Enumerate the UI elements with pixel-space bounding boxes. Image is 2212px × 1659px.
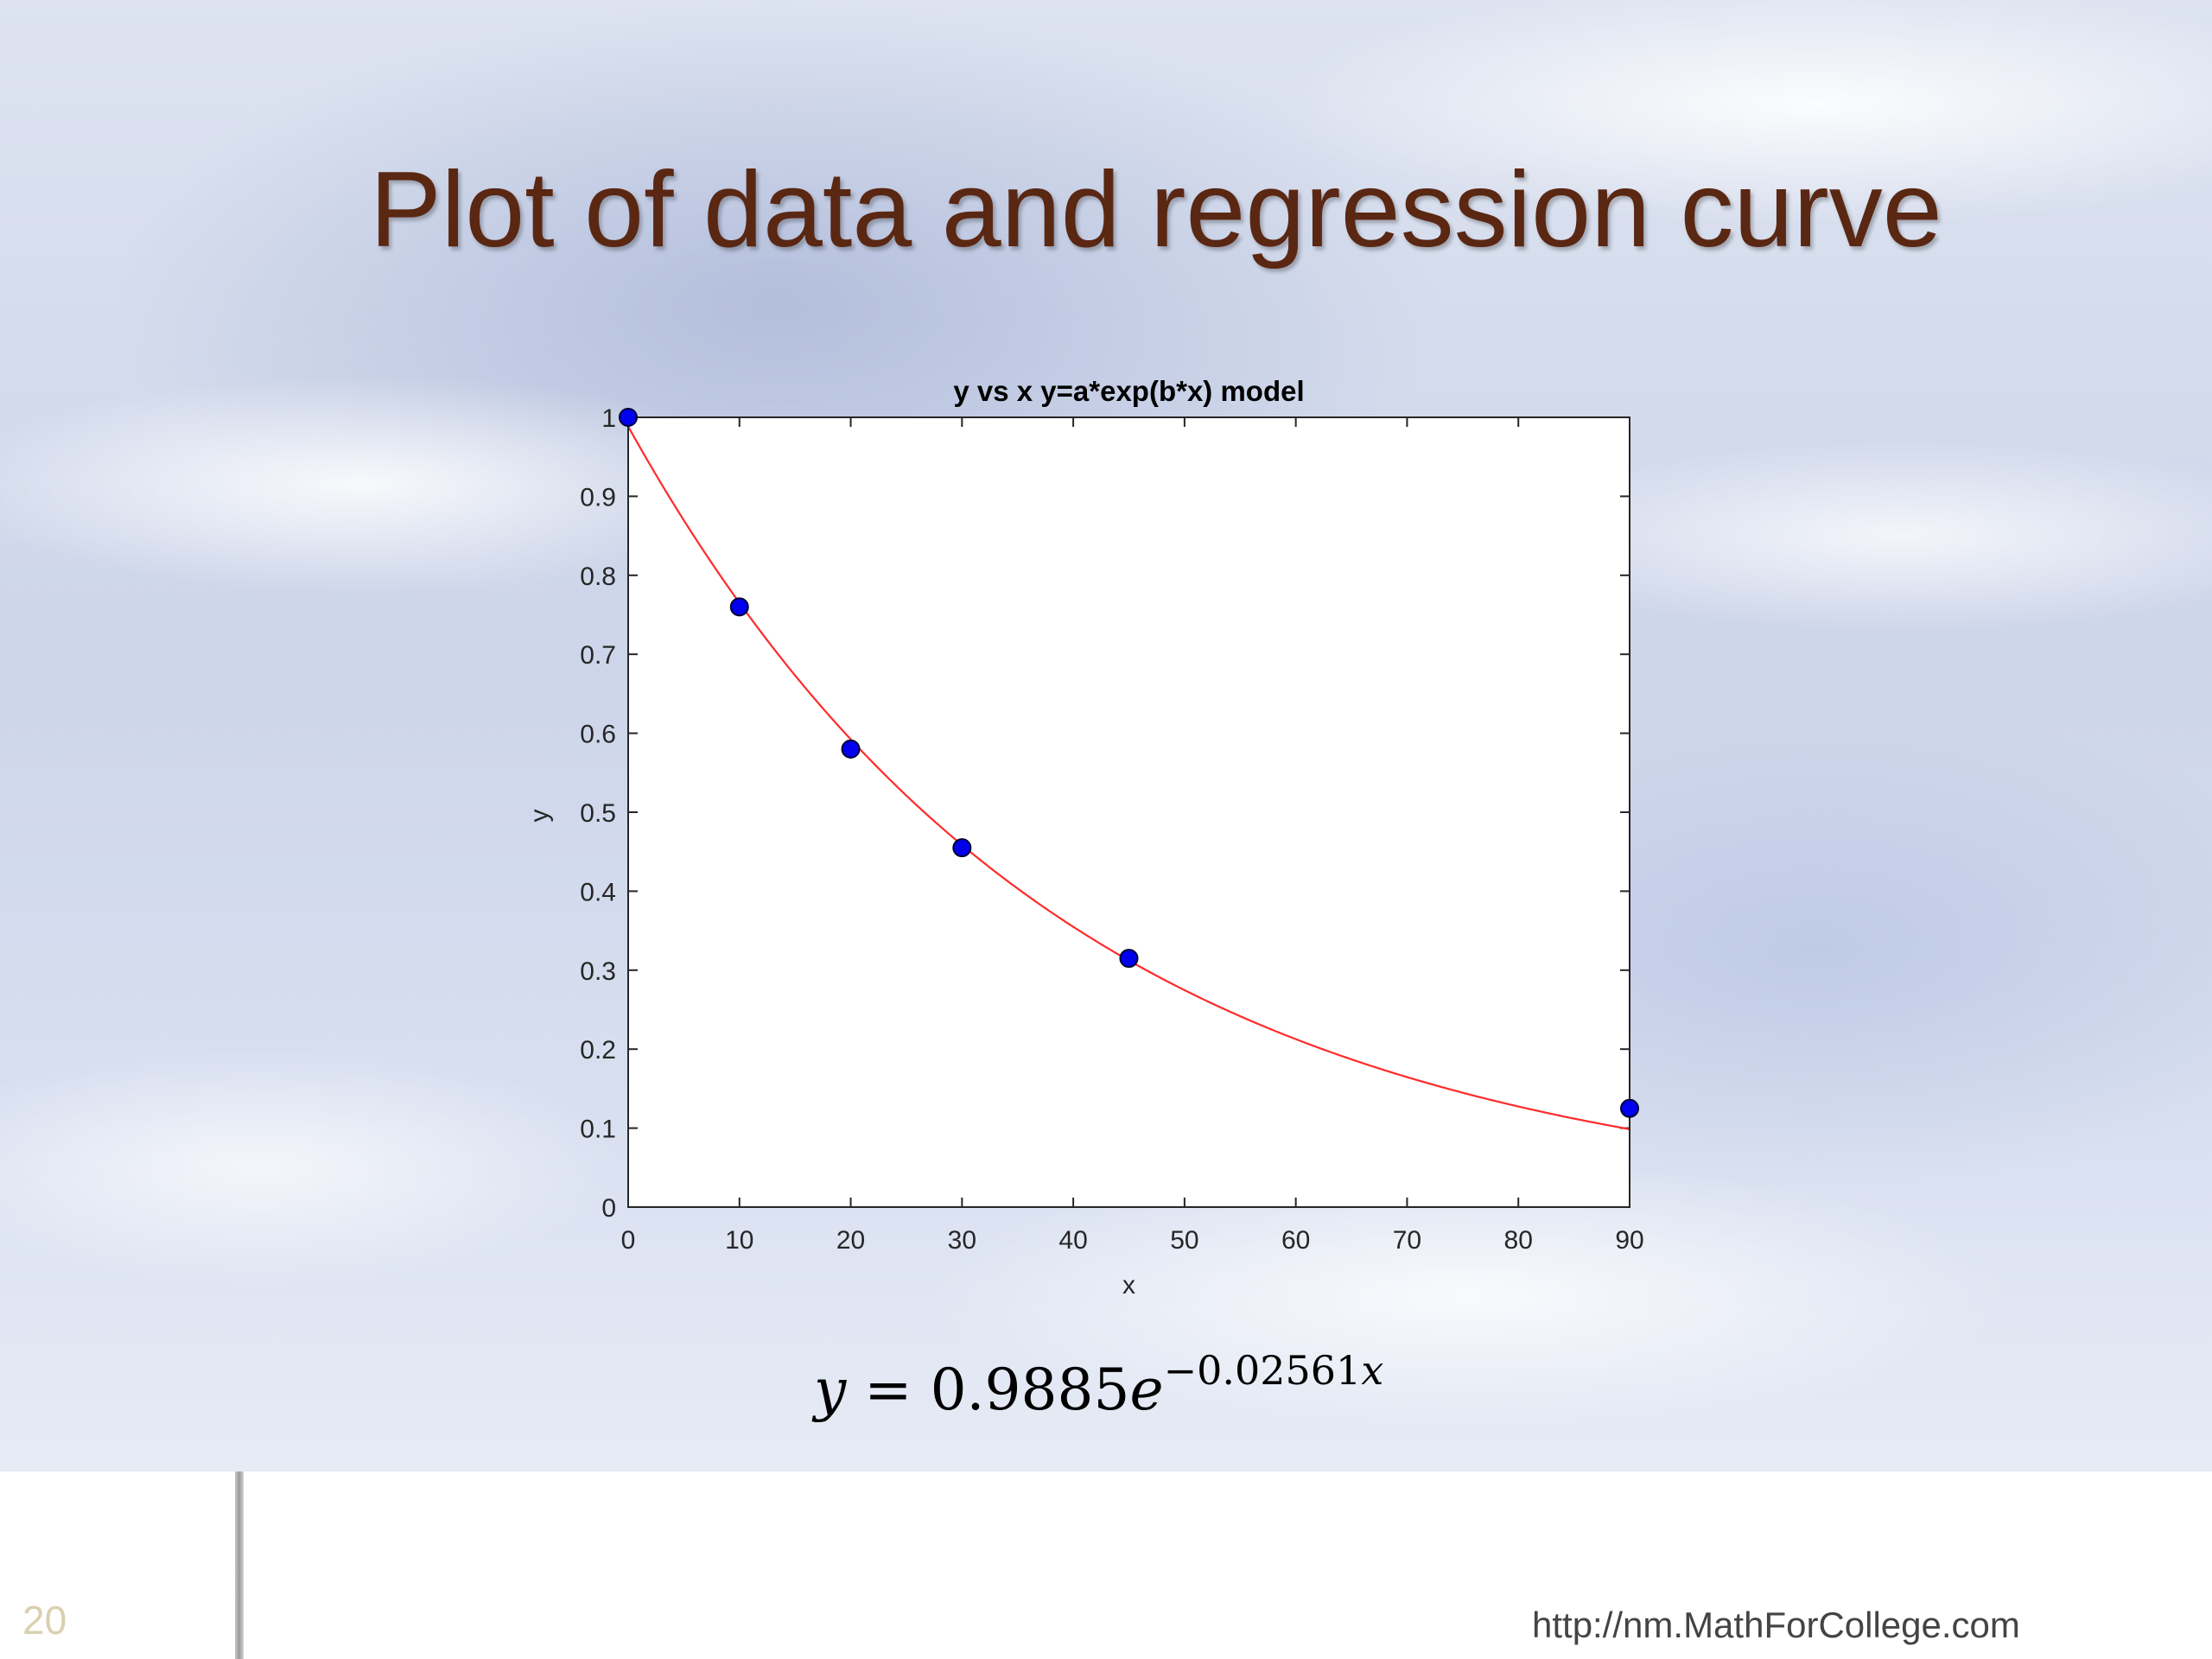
y-tick-label: 0.6 bbox=[580, 721, 616, 749]
plot-area bbox=[628, 417, 1630, 1207]
data-point bbox=[1119, 949, 1139, 969]
x-tick-label: 70 bbox=[1393, 1226, 1421, 1255]
y-tick-label: 1 bbox=[601, 404, 616, 433]
x-axis-label: x bbox=[1122, 1271, 1135, 1300]
y-tick-label: 0.8 bbox=[580, 563, 616, 591]
tick-layer: 0 10 20 30 40 50 60 70 80 90 0 0.1 0.2 0.3 0.4 0.5 0.6 0.… bbox=[580, 404, 1643, 1255]
x-tick-label: 0 bbox=[621, 1226, 636, 1255]
slide-title: Plot of data and regression curve bbox=[370, 150, 1942, 270]
equation-coefficient: 0.9885 bbox=[930, 1357, 1130, 1423]
footer-area bbox=[0, 1471, 2212, 1659]
footer-divider bbox=[235, 1471, 244, 1659]
regression-equation: y = 0.9885e−0.02561x bbox=[814, 1347, 1383, 1423]
y-tick-label: 0.7 bbox=[580, 641, 616, 670]
data-points bbox=[619, 408, 1639, 1118]
slide-number: 20 bbox=[22, 1598, 67, 1643]
equation-exponent-var: x bbox=[1361, 1347, 1384, 1394]
y-tick-label: 0.2 bbox=[580, 1036, 616, 1065]
data-point bbox=[841, 739, 861, 759]
y-tick-label: 0 bbox=[601, 1194, 616, 1223]
x-tick-label: 50 bbox=[1170, 1226, 1198, 1255]
equation-equals: = bbox=[846, 1357, 931, 1423]
chart-title: y vs x y=a*exp(b*x) model bbox=[953, 375, 1304, 407]
y-axis-label: y bbox=[525, 810, 554, 823]
data-point bbox=[952, 838, 972, 858]
y-tick-label: 0.5 bbox=[580, 799, 616, 828]
x-tick-label: 30 bbox=[948, 1226, 976, 1255]
x-tick-label: 20 bbox=[836, 1226, 865, 1255]
y-tick-label: 0.9 bbox=[580, 483, 616, 512]
data-point bbox=[619, 408, 638, 427]
equation-lhs: y bbox=[814, 1357, 847, 1423]
y-tick-label: 0.4 bbox=[580, 878, 616, 906]
footer-url: http://nm.MathForCollege.com bbox=[1532, 1605, 2020, 1645]
x-tick-label: 80 bbox=[1504, 1226, 1533, 1255]
x-tick-label: 40 bbox=[1058, 1226, 1087, 1255]
equation-exponent: −0.02561x bbox=[1164, 1347, 1384, 1394]
regression-chart: 0 10 20 30 40 50 60 70 80 90 0 0.1 0.2 0.3 0.4 0.5 0.6 0.… bbox=[525, 375, 1644, 1300]
x-tick-label: 90 bbox=[1615, 1226, 1643, 1255]
x-tick-label: 60 bbox=[1281, 1226, 1310, 1255]
x-tick-label: 10 bbox=[725, 1226, 753, 1255]
equation-base: e bbox=[1129, 1357, 1164, 1423]
plot-frame bbox=[627, 416, 1630, 1208]
y-tick-label: 0.3 bbox=[580, 957, 616, 986]
equation-exponent-value: −0.02561 bbox=[1163, 1347, 1362, 1394]
y-tick-label: 0.1 bbox=[580, 1116, 616, 1144]
data-point bbox=[1620, 1098, 1639, 1118]
data-point bbox=[729, 597, 749, 617]
